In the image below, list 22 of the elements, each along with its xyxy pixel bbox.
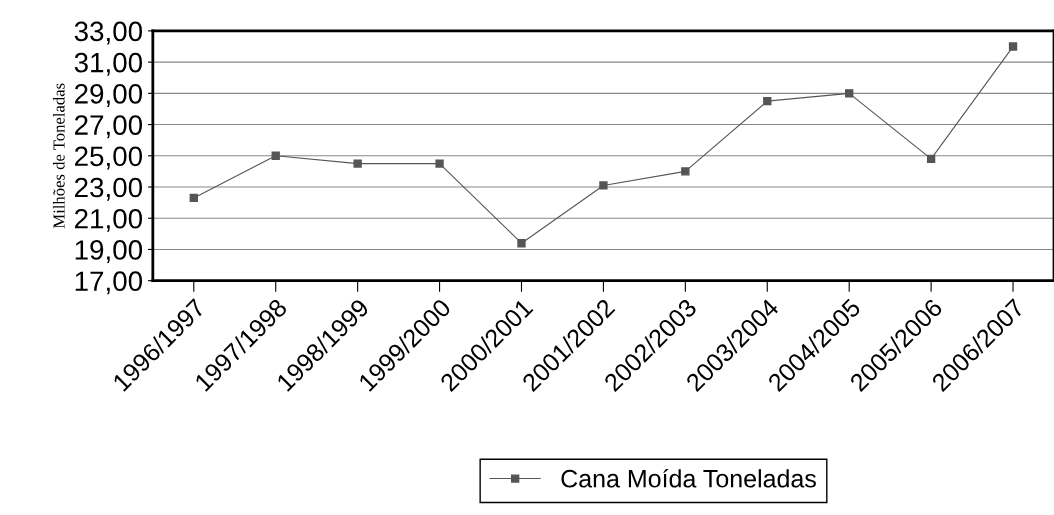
point [271, 151, 280, 160]
point [189, 193, 198, 203]
y-axis-title: Milhões de Toneladas [52, 83, 65, 229]
y-tick-label: 29,00 [75, 84, 143, 107]
y-tick-label: 33,00 [74, 21, 143, 45]
y-tick-label: 23,00 [75, 177, 143, 201]
point [681, 167, 690, 176]
y-tick-label: 27,00 [75, 115, 143, 139]
y-tick-label: 25,00 [75, 146, 143, 170]
point [599, 181, 608, 190]
legend-label: Cana Moída Toneladas [561, 468, 816, 488]
y-tick-label: 17,00 [75, 271, 143, 295]
y-tick-label: 19,00 [75, 240, 143, 264]
y-tick-label: 31,00 [74, 52, 143, 76]
point [353, 159, 362, 168]
y-tick-label: 21,00 [75, 208, 143, 232]
point [763, 96, 772, 106]
point [926, 154, 936, 164]
point [1008, 42, 1018, 51]
point [845, 89, 854, 98]
point [517, 239, 526, 248]
point [435, 159, 444, 168]
